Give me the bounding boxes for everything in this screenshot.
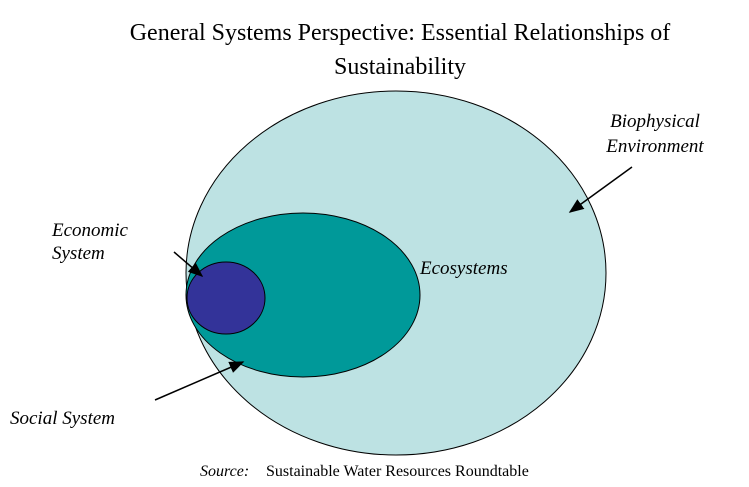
arrow <box>568 166 633 213</box>
source-text: Sustainable Water Resources Roundtable <box>266 463 529 480</box>
social-label: Social System <box>10 408 115 429</box>
biophysical-label: Environment <box>605 136 704 157</box>
economic-ellipse <box>186 261 266 335</box>
title-line: General Systems Perspective: Essential R… <box>130 20 671 46</box>
title-line: Sustainability <box>334 54 466 80</box>
ecosystems-ellipse <box>185 212 421 378</box>
arrow <box>173 251 204 277</box>
economic-label: System <box>52 243 105 264</box>
source-label: Source: <box>200 463 249 480</box>
arrow <box>154 361 245 401</box>
ecosystems-label: Ecosystems <box>419 258 508 279</box>
economic-label: Economic <box>51 220 129 241</box>
biophysical-label: Biophysical <box>610 111 700 132</box>
